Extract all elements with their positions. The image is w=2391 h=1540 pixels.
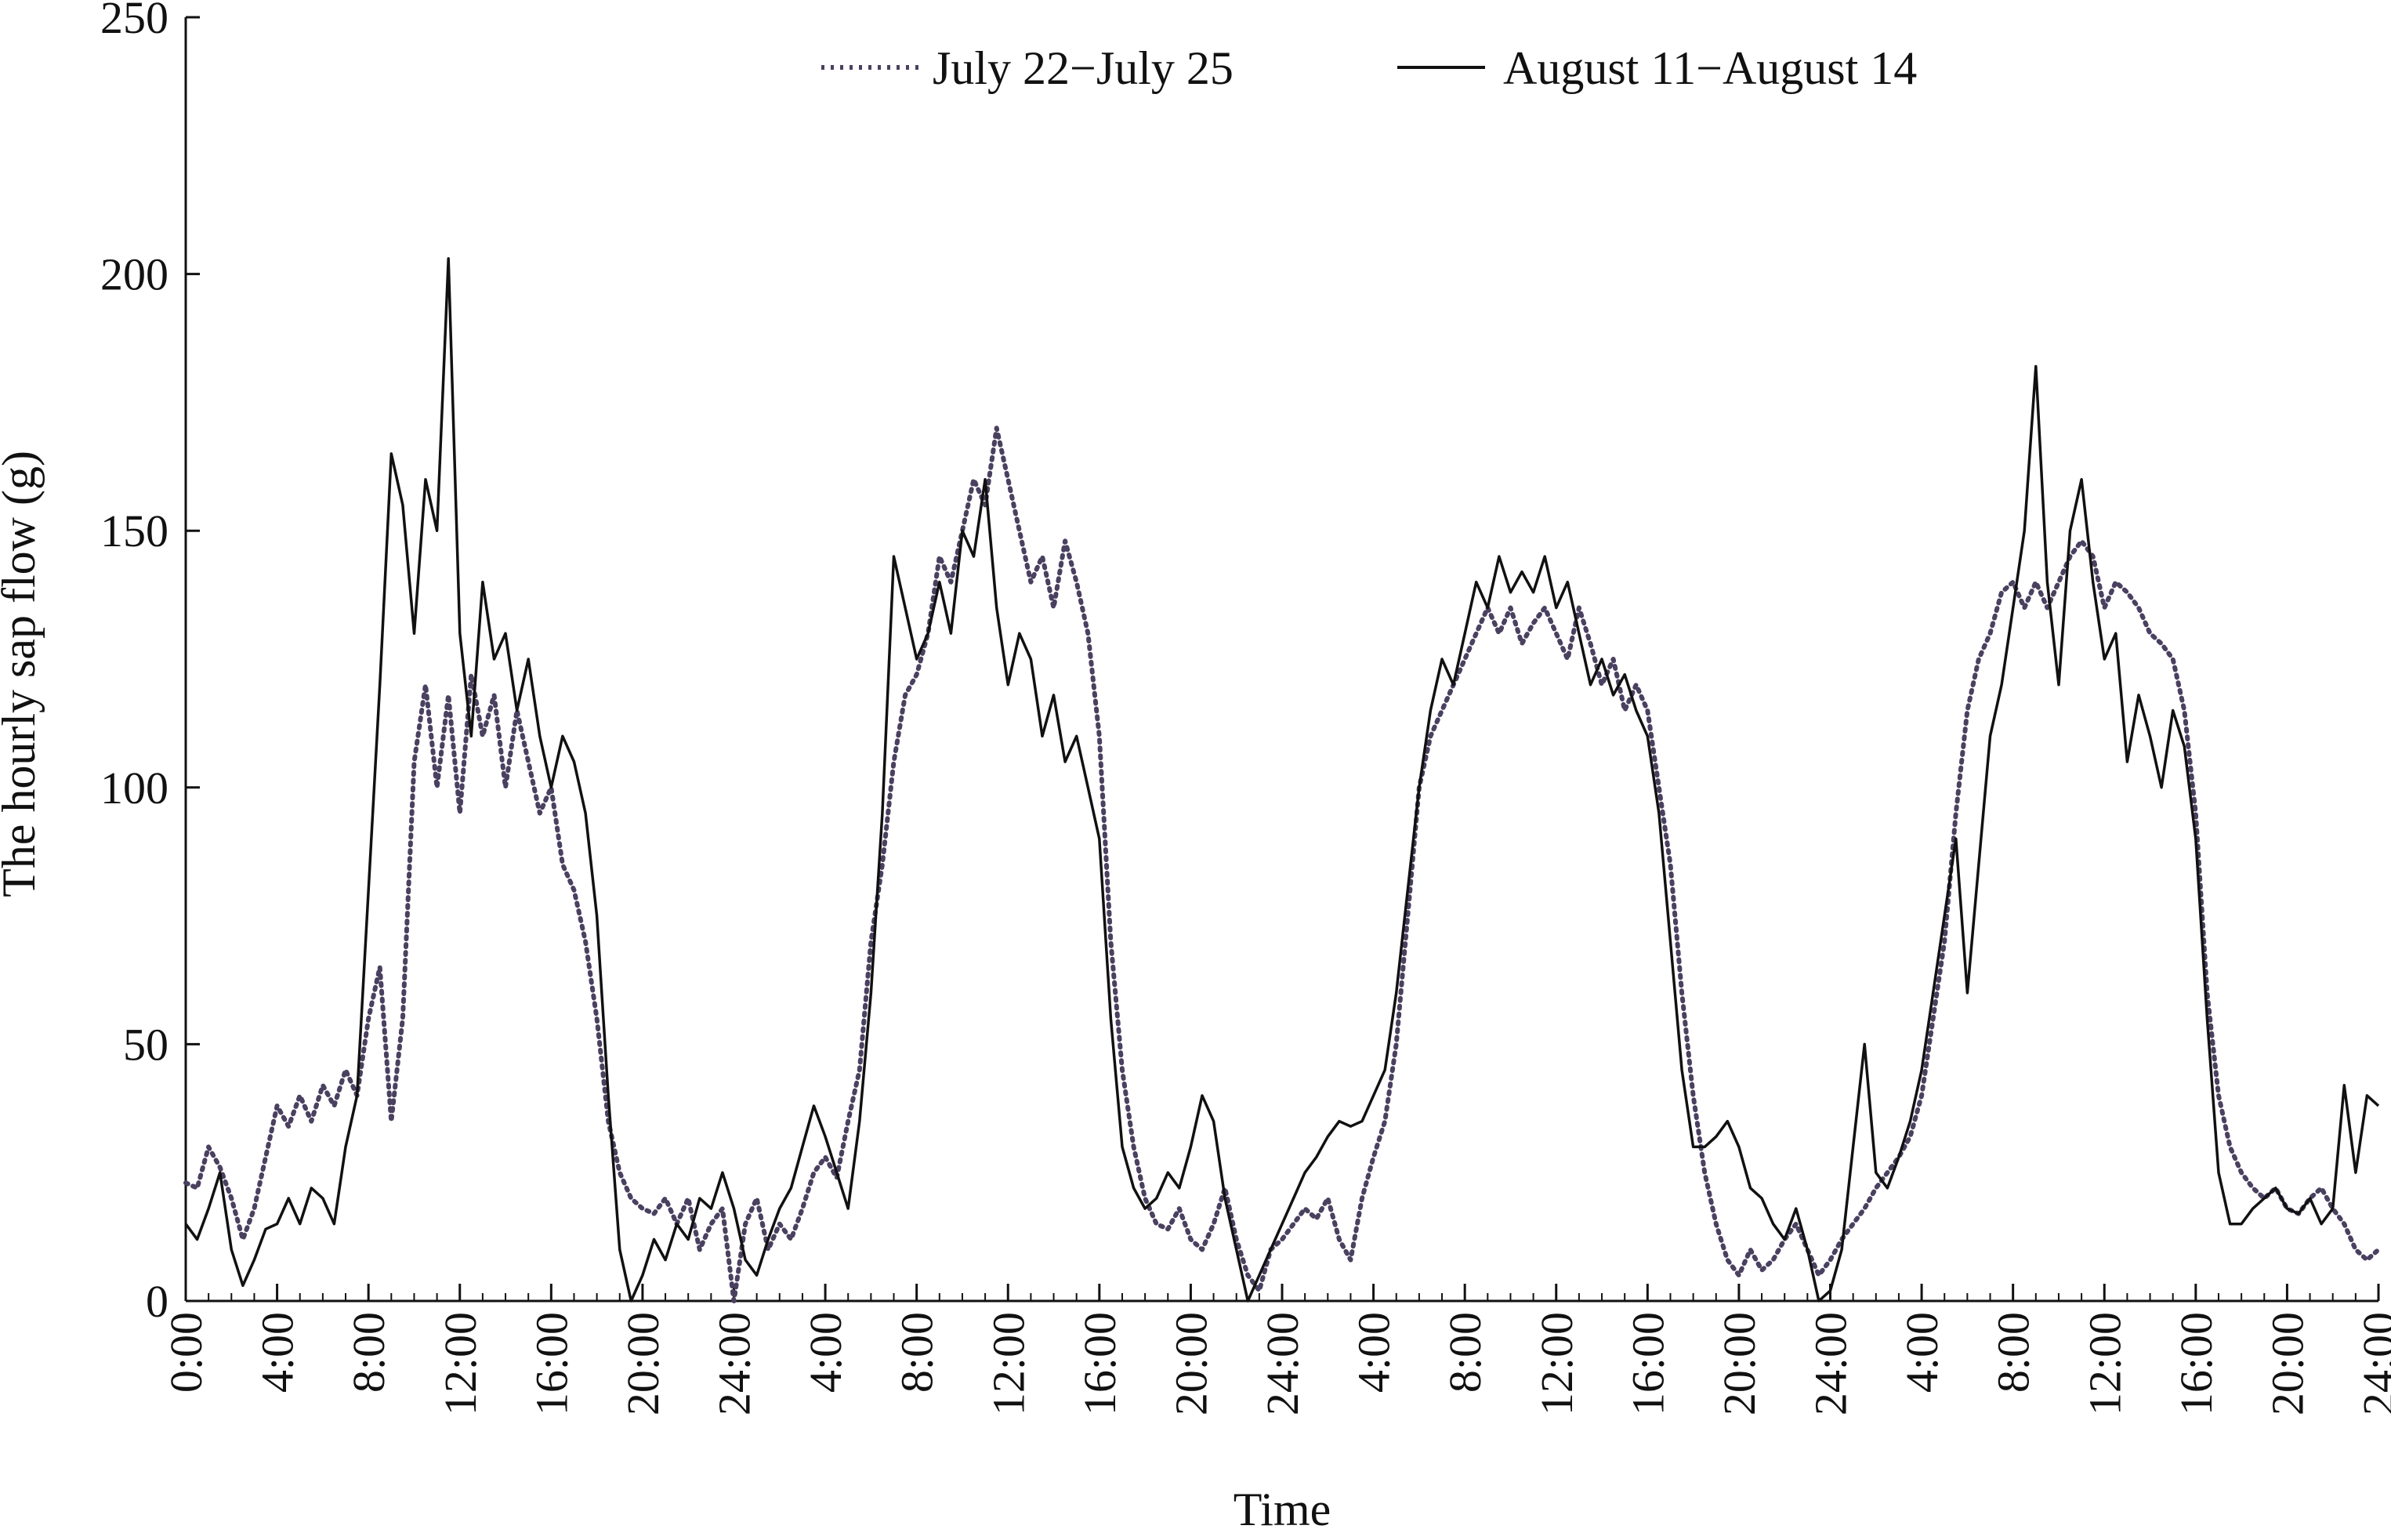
legend-label-july: July 22−July 25 <box>933 42 1234 94</box>
x-tick-label: 12:00 <box>435 1312 486 1415</box>
x-tick-label: 12:00 <box>983 1312 1034 1415</box>
x-tick-label: 8:00 <box>1988 1312 2039 1393</box>
y-tick-label: 100 <box>100 763 168 813</box>
y-axis: 0 50 100 150 200 250 <box>100 0 200 1327</box>
y-axis-title: The hourly sap flow (g) <box>0 451 45 897</box>
y-tick-label: 50 <box>123 1019 168 1070</box>
x-tick-label: 4:00 <box>800 1312 851 1393</box>
y-tick-label: 150 <box>100 505 168 556</box>
x-tick-label: 24:00 <box>709 1312 760 1415</box>
x-tick-label: 24:00 <box>2353 1312 2391 1415</box>
x-axis-title: Time <box>1234 1484 1331 1535</box>
x-tick-label: 12:00 <box>1531 1312 1582 1415</box>
y-tick-label: 250 <box>100 0 168 43</box>
x-axis: 0:00 4:00 8:00 12:00 16:00 20:00 24:00 4:00 8:00… <box>161 1284 2391 1415</box>
x-tick-label: 20:00 <box>1165 1312 1216 1415</box>
legend-label-august: August 11−August 14 <box>1503 42 1917 94</box>
x-tick-label: 16:00 <box>526 1312 577 1415</box>
x-tick-label: 4:00 <box>1896 1312 1947 1393</box>
series-line-0 <box>183 426 2381 1303</box>
legend: July 22−July 25 August 11−August 14 <box>821 42 1917 94</box>
x-tick-label: 8:00 <box>343 1312 394 1393</box>
x-tick-label: 0:00 <box>161 1312 212 1393</box>
x-tick-label: 16:00 <box>1074 1312 1125 1415</box>
x-tick-label: 8:00 <box>1440 1312 1491 1393</box>
x-tick-label: 20:00 <box>618 1312 668 1415</box>
x-tick-label: 24:00 <box>1806 1312 1857 1415</box>
x-tick-label: 4:00 <box>252 1312 303 1393</box>
y-tick-label: 0 <box>146 1276 168 1327</box>
series-line-1 <box>184 257 2380 1303</box>
x-tick-label: 8:00 <box>892 1312 943 1393</box>
series-layer <box>183 257 2381 1303</box>
y-tick-label: 200 <box>100 249 168 300</box>
x-tick-label: 16:00 <box>1622 1312 1673 1415</box>
x-tick-label: 16:00 <box>2171 1312 2222 1415</box>
x-tick-label: 20:00 <box>2262 1312 2313 1415</box>
x-tick-label: 24:00 <box>1257 1312 1308 1415</box>
x-tick-label: 4:00 <box>1349 1312 1400 1393</box>
x-tick-label: 12:00 <box>2079 1312 2130 1415</box>
x-tick-label: 20:00 <box>1714 1312 1765 1415</box>
